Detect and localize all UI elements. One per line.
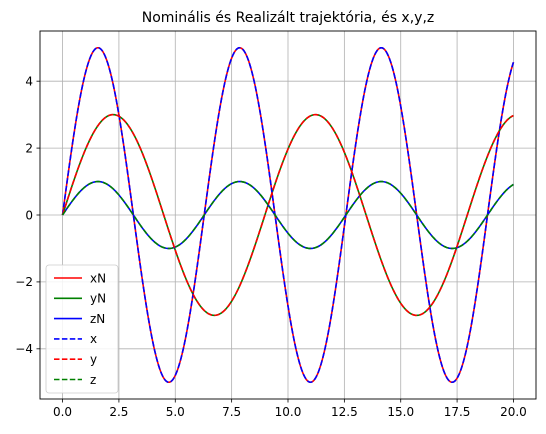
y-tick-label: 4 — [25, 74, 33, 88]
x-tick-label: 10.0 — [275, 405, 302, 419]
plot-lines — [61, 46, 515, 384]
grid — [40, 31, 536, 399]
legend-label-zN: zN — [90, 312, 105, 326]
series-line-z — [61, 180, 514, 250]
legend-label-y: y — [90, 353, 97, 367]
series-line-y — [61, 113, 514, 317]
legend: xN yN zN xyz — [45, 264, 119, 394]
x-tick-label: 2.5 — [109, 405, 128, 419]
series-line-x — [61, 46, 515, 384]
legend-box — [45, 264, 119, 394]
legend-label-x: x — [90, 332, 97, 346]
legend-label-xN: xN — [90, 271, 106, 285]
x-tick-label: 20.0 — [500, 405, 527, 419]
y-tick-label: 2 — [25, 141, 33, 155]
chart-title: Nominális és Realizált trajektória, és x… — [142, 10, 435, 26]
y-tick-label: −4 — [15, 342, 33, 356]
y-tick-label: −2 — [15, 275, 33, 289]
x-tick-label: 17.5 — [444, 405, 471, 419]
x-tick-label: 15.0 — [387, 405, 414, 419]
axis-ticks: 0.0 2.5 5.0 7.5 10.0 12.5 15.0 17.5 20.0 −4 −2 0 2 4 — [15, 74, 527, 419]
legend-label-yN: yN — [90, 292, 106, 306]
x-tick-label: 5.0 — [166, 405, 185, 419]
x-tick-label: 7.5 — [222, 405, 241, 419]
legend-label-z: z — [90, 373, 96, 387]
y-tick-label: 0 — [25, 208, 33, 222]
x-tick-label: 0.0 — [53, 405, 72, 419]
x-tick-label: 12.5 — [331, 405, 358, 419]
